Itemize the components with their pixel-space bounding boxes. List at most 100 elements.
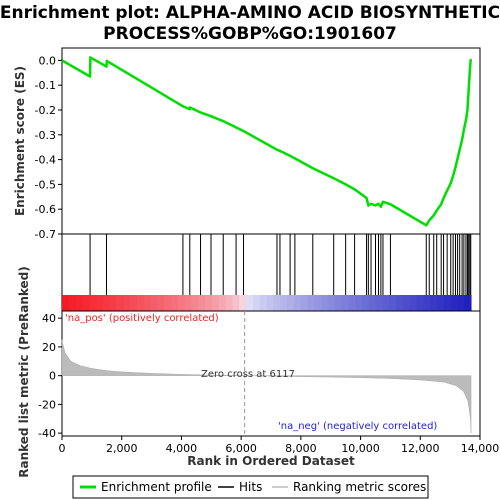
x-tick-label: 0	[59, 442, 66, 455]
rank-color-segment	[334, 295, 343, 311]
rank-color-segment	[293, 295, 302, 311]
ranking-metric-area	[61, 339, 472, 434]
rank-color-segment	[157, 295, 165, 311]
rank-color-segment	[300, 295, 308, 311]
es-y-tick-label: -0.6	[35, 203, 56, 216]
es-plot-frame	[61, 47, 481, 235]
x-axis-label: Rank in Ordered Dataset	[187, 454, 355, 468]
rank-color-segment	[136, 295, 145, 311]
rank-color-segment	[280, 295, 288, 311]
rank-color-segment	[75, 295, 83, 311]
rank-color-segment	[191, 295, 199, 311]
rank-color-segment	[205, 295, 213, 311]
rank-color-segment	[143, 295, 152, 311]
enrichment-profile-line	[61, 56, 472, 227]
rank-y-tick-label: 20	[42, 341, 56, 354]
rank-color-segment	[409, 295, 418, 311]
x-tick-label: 2,000	[106, 442, 138, 455]
rank-color-segment	[423, 295, 431, 311]
ranking-metric-panel: 40 20 0 -20 -40	[38, 310, 481, 440]
rank-color-segment	[361, 295, 370, 311]
pos-annotation: 'na_pos' (positively correlated)	[65, 313, 219, 324]
rank-y-tick-label: 40	[42, 312, 56, 325]
rank-color-segment	[327, 295, 336, 311]
rank-color-segment	[164, 295, 172, 311]
rank-color-segment	[382, 295, 390, 311]
x-tick-label: 12,000	[401, 442, 440, 455]
es-y-tick-label: -0.1	[35, 79, 56, 92]
rank-color-segment	[116, 295, 124, 311]
es-y-tick-label: -0.2	[35, 104, 56, 117]
rank-color-segment	[218, 295, 227, 311]
rank-color-segment	[89, 295, 97, 311]
rank-color-segment	[457, 295, 465, 311]
x-axis: 0 2,000 4,000 6,000 8,000 10,000 12,000 14,000	[59, 436, 500, 455]
legend-label-enrichment-profile: Enrichment profile	[101, 480, 212, 494]
rank-color-segment	[389, 295, 397, 311]
rank-color-segment	[436, 295, 445, 311]
rank-y-tick-label: -20	[38, 398, 56, 411]
rank-color-segment	[416, 295, 424, 311]
rank-color-segment	[368, 295, 377, 311]
x-tick-label: 14,000	[461, 442, 500, 455]
rank-color-segment	[286, 295, 295, 311]
rank-color-segment	[102, 295, 111, 311]
rank-color-segment	[430, 295, 438, 311]
rank-color-segment	[321, 295, 329, 311]
rank-color-segment	[443, 295, 452, 311]
es-panel: 0.0 -0.1 -0.2 -0.3 -0.4 -0.5 -0.6 -0.7	[35, 47, 481, 241]
hits-panel	[61, 233, 481, 312]
chart-title-line-1: Enrichment plot: ALPHA-AMINO ACID BIOSYN…	[0, 3, 500, 23]
rank-color-segment	[341, 295, 349, 311]
rank-color-segment	[348, 295, 356, 311]
rank-color-segment	[307, 295, 315, 311]
rank-color-segment	[273, 295, 281, 311]
zero-cross-annotation: Zero cross at 6117	[201, 369, 295, 380]
rank-color-segment	[246, 295, 254, 311]
x-tick-label: 6,000	[225, 442, 257, 455]
rank-color-segment	[109, 295, 118, 311]
es-y-tick-label: -0.3	[35, 129, 56, 142]
es-y-tick-label: -0.7	[35, 228, 56, 241]
rank-color-segment	[150, 295, 158, 311]
rank-color-segment	[375, 295, 383, 311]
rank-color-segment	[96, 295, 104, 311]
es-y-tick-label: 0.0	[39, 54, 57, 67]
rank-y-tick-label: -40	[38, 427, 56, 440]
neg-annotation: 'na_neg' (negatively correlated)	[278, 421, 437, 432]
rank-color-segment	[211, 295, 220, 311]
legend-label-hits: Hits	[239, 480, 262, 494]
rank-color-segment	[396, 295, 404, 311]
rank-color-segment	[225, 295, 233, 311]
rank-color-segment	[123, 295, 131, 311]
rank-color-segment	[198, 295, 206, 311]
rank-color-segment	[177, 295, 186, 311]
rank-y-tick-label: 0	[49, 370, 56, 383]
x-tick-label: 8,000	[285, 442, 317, 455]
es-y-tick-label: -0.4	[35, 154, 56, 167]
rank-color-segment	[450, 295, 458, 311]
rank-color-segment	[259, 295, 268, 311]
rank-color-segment	[82, 295, 90, 311]
x-tick-label: 4,000	[166, 442, 198, 455]
rank-color-segment	[252, 295, 261, 311]
rank-color-segment	[314, 295, 322, 311]
rank-y-axis-label: Ranked list metric (PreRanked)	[17, 266, 31, 478]
legend: Enrichment profile Hits Ranking metric s…	[72, 475, 429, 499]
rank-color-segment	[68, 295, 77, 311]
rank-color-segment	[239, 295, 247, 311]
legend-label-ranking-metric: Ranking metric scores	[293, 480, 426, 494]
es-y-axis-label: Enrichment score (ES)	[13, 66, 27, 216]
chart-title-line-2: PROCESS%GOBP%GO:1901607	[103, 24, 397, 44]
x-tick-label: 10,000	[341, 442, 380, 455]
rank-color-segment	[184, 295, 193, 311]
legend-box	[72, 475, 429, 499]
rank-color-segment	[266, 295, 274, 311]
rank-color-segment	[232, 295, 240, 311]
rank-color-segment	[355, 295, 363, 311]
rank-color-segment	[402, 295, 411, 311]
rank-color-segment	[62, 295, 70, 311]
rank-color-segment	[464, 295, 472, 311]
es-y-tick-label: -0.5	[35, 178, 56, 191]
